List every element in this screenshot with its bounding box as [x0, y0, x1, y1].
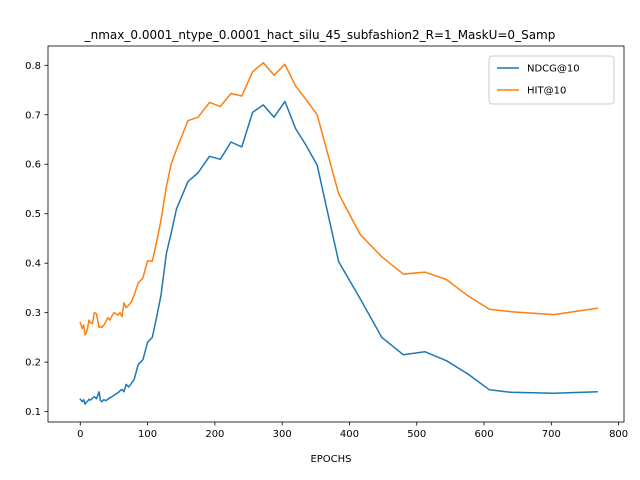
legend-box	[488, 55, 615, 105]
y-tick-label: 0.3	[25, 308, 41, 319]
series-line-ndcg-10	[79, 100, 598, 405]
x-tick-label: 500	[407, 429, 426, 440]
y-tick-label: 0.2	[25, 358, 41, 369]
y-tick-label: 0.6	[25, 160, 41, 171]
chart-title: _nmax_0.0001_ntype_0.0001_hact_silu_45_s…	[84, 28, 556, 42]
axes: 0 100 200 300 400 500 600 700 800 0.1 0.2 0.3 0.4 0.5…	[25, 45, 628, 440]
legend-label-ndcg-10: NDCG@10	[527, 64, 580, 75]
series-line-hit-10	[79, 62, 598, 336]
legend-label-hit-10: HIT@10	[527, 86, 566, 97]
x-tick-label: 0	[77, 429, 83, 440]
y-tick-label: 0.1	[25, 407, 41, 418]
x-tick-label: 800	[609, 429, 628, 440]
x-tick-label: 100	[138, 429, 157, 440]
x-tick-label: 700	[542, 429, 561, 440]
x-tick-label: 200	[205, 429, 224, 440]
x-axis-label: EPOCHS	[310, 454, 351, 465]
plot-area	[79, 62, 598, 405]
legend: NDCG@10 HIT@10	[488, 55, 615, 105]
axes-frame	[47, 45, 625, 423]
x-tick-label: 400	[340, 429, 359, 440]
x-tick-label: 600	[474, 429, 493, 440]
y-tick-label: 0.8	[25, 61, 41, 72]
y-tick-label: 0.7	[25, 110, 41, 121]
y-tick-label: 0.4	[25, 259, 41, 270]
y-tick-label: 0.5	[25, 209, 41, 220]
x-tick-label: 300	[273, 429, 292, 440]
